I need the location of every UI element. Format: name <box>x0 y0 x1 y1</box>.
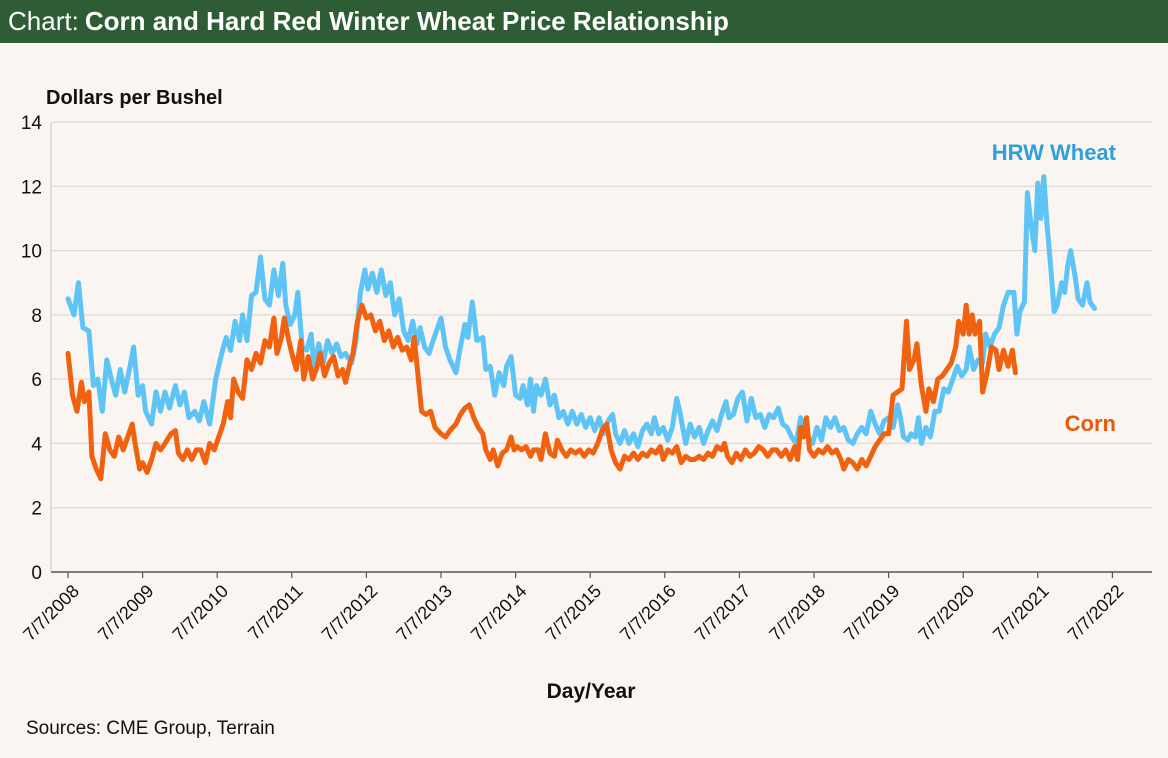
x-tick-label: 7/7/2010 <box>169 581 233 645</box>
legend-label-hrw-wheat: HRW Wheat <box>992 140 1117 165</box>
x-tick-label: 7/7/2018 <box>765 581 829 645</box>
x-tick-label: 7/7/2015 <box>542 581 606 645</box>
x-axis-label: Day/Year <box>547 680 636 703</box>
y-tick-label: 0 <box>31 563 42 584</box>
x-tick-label: 7/7/2009 <box>94 581 158 645</box>
x-tick-label: 7/7/2019 <box>840 581 904 645</box>
x-tick-label: 7/7/2011 <box>244 581 307 644</box>
chart-header: Chart: Corn and Hard Red Winter Wheat Pr… <box>0 0 1168 43</box>
source-note: Sources: CME Group, Terrain <box>26 718 275 739</box>
series-lines <box>65 174 1097 482</box>
series-line-corn <box>65 302 1018 482</box>
y-tick-label: 14 <box>21 113 43 134</box>
y-tick-label: 8 <box>31 306 42 327</box>
y-tick-labels: 0 2 4 6 8 10 12 14 <box>21 113 43 584</box>
x-tick-label: 7/7/2013 <box>392 581 456 645</box>
y-axis-label: Dollars per Bushel <box>46 87 223 109</box>
x-tick-label: 7/7/2021 <box>989 581 1053 645</box>
x-tick-label: 7/7/2008 <box>19 581 83 645</box>
y-tick-label: 6 <box>31 370 42 391</box>
y-tick-label: 4 <box>31 434 42 455</box>
grid-lines <box>50 121 1152 573</box>
x-tick-label: 7/7/2014 <box>467 581 531 645</box>
x-tick-label: 7/7/2017 <box>691 581 755 645</box>
header-title: Corn and Hard Red Winter Wheat Price Rel… <box>84 6 729 36</box>
x-tick-labels: 7/7/2008 7/7/2009 7/7/2010 7/7/2011 7/7/2012… <box>19 572 1127 645</box>
header-prefix: Chart: <box>8 6 79 36</box>
legend-label-corn: Corn <box>1065 411 1116 436</box>
x-tick-label: 7/7/2016 <box>616 581 680 645</box>
y-tick-label: 12 <box>21 177 42 198</box>
x-tick-label: 7/7/2012 <box>318 581 382 645</box>
y-tick-label: 10 <box>21 242 42 263</box>
series-line-hrw-wheat <box>65 174 1097 450</box>
x-tick-label: 7/7/2022 <box>1064 581 1128 645</box>
x-tick-label: 7/7/2020 <box>915 581 979 645</box>
y-tick-label: 2 <box>31 499 42 520</box>
